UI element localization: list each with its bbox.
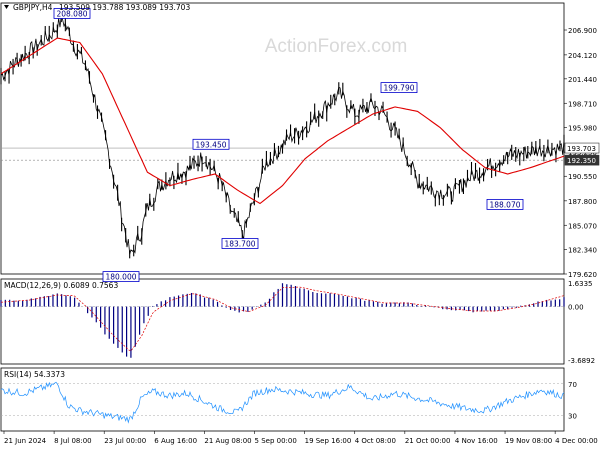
- price-label: 199.790: [383, 84, 414, 93]
- price-label-box: [53, 8, 91, 19]
- level-label: 193.703: [567, 145, 596, 153]
- symbol-label: GBPJPY,H4: [13, 3, 53, 12]
- ohlc-readout: 193.509 193.788 193.089 193.703: [59, 3, 190, 12]
- macd-tick-label: 0.00: [568, 304, 584, 312]
- price-label: 183.700: [224, 240, 255, 249]
- x-tick-label: 23 Jul 00:00: [104, 437, 146, 445]
- price-label-box: [102, 271, 140, 283]
- macd-title: MACD(12,26,9) 0.6089 0.7563: [4, 281, 118, 290]
- rsi-title: RSI(14) 54.3373: [4, 370, 65, 379]
- price-tick-label: 182.340: [568, 247, 597, 255]
- price-label-box: [221, 238, 259, 249]
- price-series: [0, 14, 565, 255]
- x-tick-label: 21 Aug 08:00: [204, 437, 251, 445]
- price-label: 180.000: [105, 273, 136, 282]
- panel-frame-macd: [0, 278, 565, 365]
- x-tick-label: 21 Oct 00:00: [405, 437, 451, 445]
- rsi-tick-label: 30: [568, 412, 577, 420]
- price-tick-label: 185.070: [568, 222, 597, 230]
- rsi-panel: RSI(14) 54.3373: [0, 370, 565, 424]
- level-marker: [564, 142, 600, 154]
- watermark: ActionForex.com: [265, 36, 408, 57]
- macd-panel: MACD(12,26,9) 0.6089 0.7563: [0, 281, 565, 358]
- price-label-box: [486, 199, 524, 210]
- x-tick-label: 5 Sep 00:00: [255, 437, 297, 445]
- rsi-series: [0, 381, 565, 424]
- price-tick-label: 201.440: [568, 76, 597, 84]
- x-tick-label: 4 Oct 08:00: [355, 437, 396, 445]
- price-tick-label: 198.710: [568, 100, 597, 108]
- price-tick-label: 204.120: [568, 52, 597, 60]
- dropdown-triangle-icon: [4, 5, 9, 9]
- macd-tick-label: -3.6892: [568, 357, 595, 365]
- macd-tick-label: 1.6335: [568, 280, 593, 288]
- price-label-box: [192, 138, 230, 150]
- x-tick-label: 19 Nov 08:00: [505, 437, 552, 445]
- price-label: 188.070: [489, 200, 520, 209]
- price-label: 208.080: [56, 9, 87, 18]
- axes: 206.900204.120201.440198.710195.980193.2…: [3, 27, 600, 445]
- level-marker: [564, 154, 600, 166]
- price-label: 193.450: [195, 140, 226, 149]
- price-tick-label: 195.980: [568, 125, 597, 133]
- price-panel: 208.080 180.000 193.450 183.700 199.790 188.0…: [0, 7, 565, 283]
- x-tick-label: 4 Nov 16:00: [455, 437, 498, 445]
- price-tick-label: 179.620: [568, 271, 597, 279]
- x-tick-label: 6 Aug 16:00: [154, 437, 197, 445]
- x-tick-label: 19 Sep 16:00: [305, 437, 352, 445]
- level-label: 192.350: [567, 157, 596, 165]
- price-tick-label: 187.800: [568, 198, 597, 206]
- moving-average-series: [0, 37, 565, 205]
- price-tick-label: 206.900: [568, 27, 597, 35]
- panel-frame-rsi: [0, 367, 565, 432]
- x-tick-label: 21 Jun 2024: [4, 437, 47, 445]
- price-label-box: [380, 82, 418, 94]
- price-tick-label: 190.550: [568, 173, 597, 181]
- rsi-tick-label: 70: [568, 381, 577, 389]
- x-tick-label: 8 Jul 08:00: [54, 437, 92, 445]
- macd-signal-series: [0, 286, 565, 352]
- x-tick-label: 4 Dec 00:00: [555, 437, 598, 445]
